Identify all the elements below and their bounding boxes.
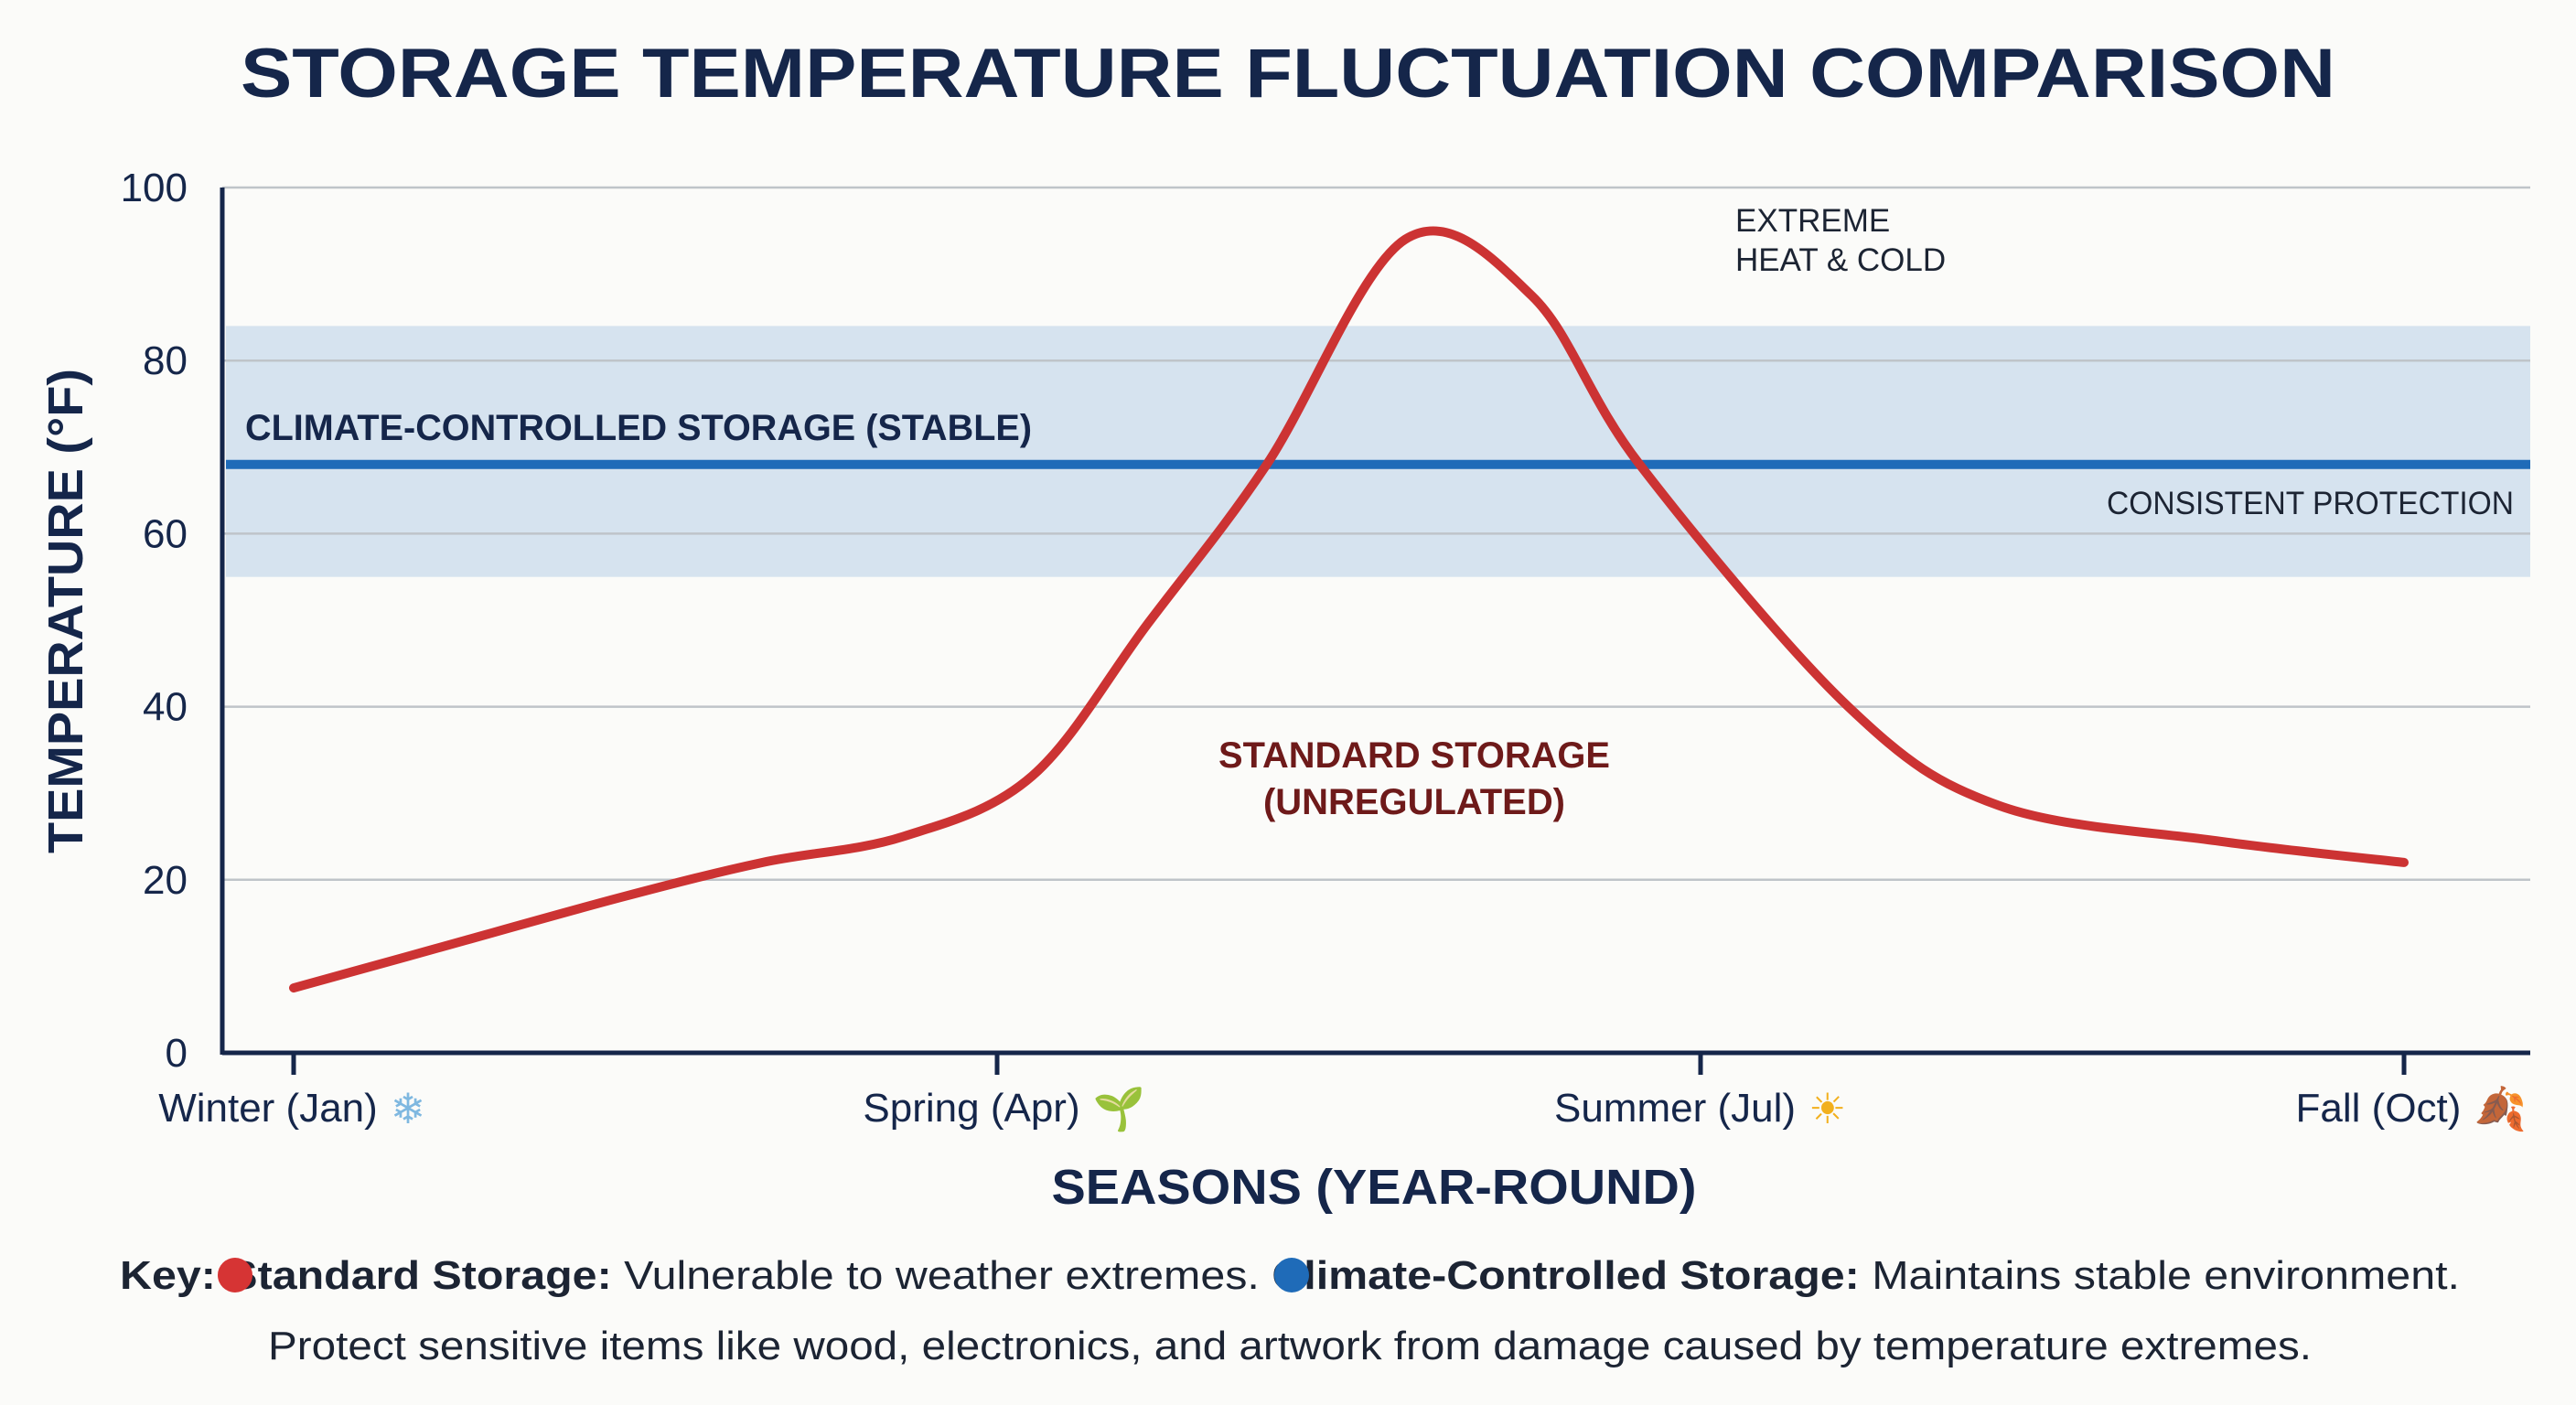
standard-storage-line [289,226,2409,993]
annotation-extreme-2: HEAT & COLD [1735,242,1946,278]
y-tick-label: 100 [121,166,188,210]
x-tick-label: Summer (Jul) [1554,1086,1796,1131]
x-tick-label: Winter (Jan) [158,1086,378,1131]
key-climate-dot [1274,1258,1309,1292]
y-tick-label: 80 [143,338,188,383]
autumn-leaf-icon: 🍂 [2474,1085,2526,1133]
y-axis-title: TEMPERATURE (°F) [38,369,93,853]
key-note: Protect sensitive items like wood, elect… [268,1324,2312,1368]
annotation-extreme-1: EXTREME [1735,203,1890,239]
y-tick-label: 40 [143,685,188,730]
sun-icon: ☀ [1809,1085,1846,1132]
annotation-standard-1: STANDARD STORAGE [1218,735,1610,776]
annotation-standard-2: (UNREGULATED) [1263,782,1565,822]
snowflake-icon: ❄ [391,1085,426,1132]
y-tick-label: 0 [166,1031,188,1076]
key-climate-title: Climate-Controlled Storage: [1272,1253,1859,1298]
x-tick-label: Fall (Oct) [2296,1086,2462,1131]
plot-area: 0 20 40 60 80 100 Winter (Jan) ❄ Spring (Apr) 🌱 Su… [121,166,2530,1133]
annotation-consistent-protection: CONSISTENT PROTECTION [2107,486,2514,521]
key-prefix: Key: [120,1253,216,1298]
annotation-climate-label: CLIMATE-CONTROLLED STORAGE (STABLE) [245,408,1032,448]
x-tick-label: Spring (Apr) [863,1086,1079,1131]
seedling-icon: 🌱 [1093,1085,1145,1133]
key-standard-title: Standard Storage: [228,1253,611,1298]
y-tick-label: 60 [143,511,188,556]
key-standard-desc: Vulnerable to weather extremes. [624,1253,1260,1298]
y-tick-label: 20 [143,858,188,903]
key-climate-desc: Maintains stable environment. [1872,1253,2460,1298]
x-axis-title: SEASONS (YEAR-ROUND) [1052,1160,1697,1215]
key-standard-dot [218,1258,252,1292]
stable-range-band [226,326,2530,577]
chart-title: STORAGE TEMPERATURE FLUCTUATION COMPARIS… [241,35,2335,113]
key-line: Key: Standard Storage: Vulnerable to wea… [120,1253,2460,1298]
